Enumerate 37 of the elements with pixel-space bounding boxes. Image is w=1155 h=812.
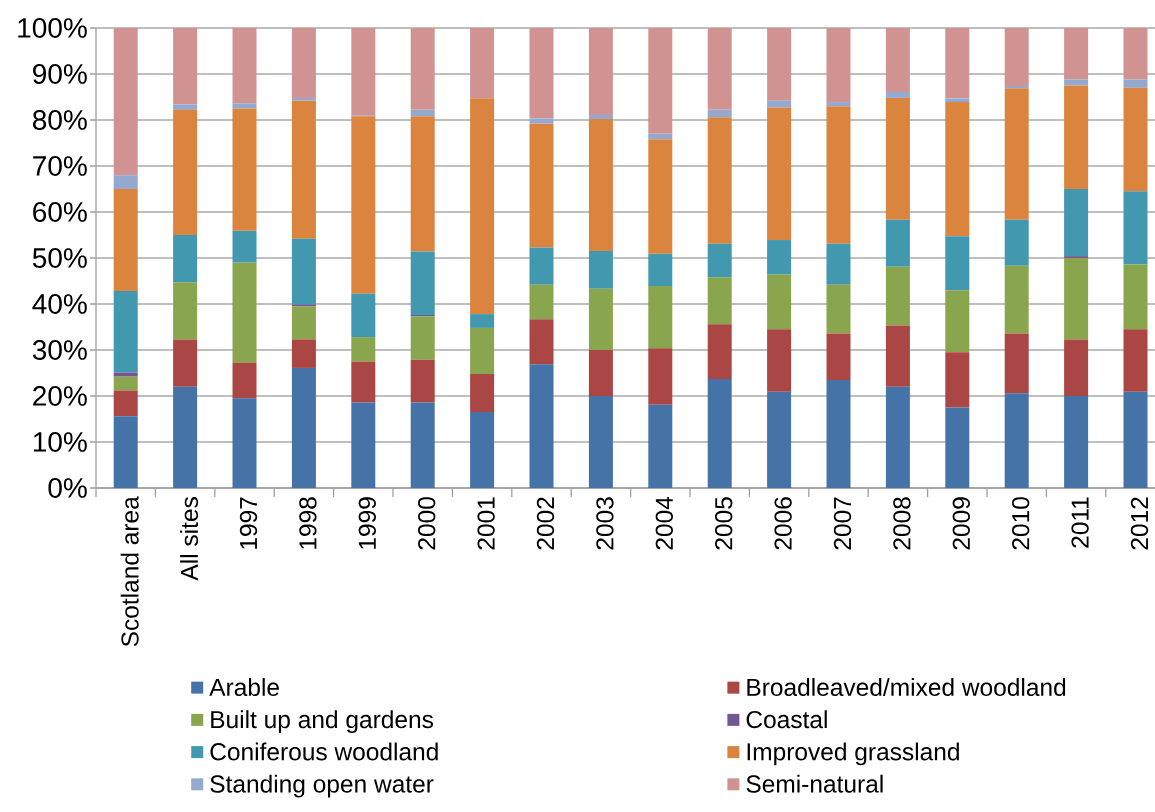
x-tick-label: 2006 (774, 497, 792, 550)
y-tick-label: 40% (32, 294, 87, 314)
x-tick-label: Scotland area (120, 496, 139, 647)
y-tick-label: 30% (32, 340, 87, 360)
x-tick-label: 2007 (833, 497, 852, 550)
legend-label: Arable (209, 678, 279, 696)
y-tick-label: 100% (18, 18, 87, 38)
legend-label: Improved grassland (747, 742, 959, 766)
x-tick-label: 2011 (1071, 497, 1089, 548)
x-tick-label: 1998 (299, 497, 317, 549)
x-tick-label: 2010 (1012, 497, 1030, 550)
legend-label: Semi-natural (746, 774, 883, 793)
x-tick-label: 2004 (655, 496, 673, 550)
x-tick-label: All sites (180, 497, 199, 581)
x-tick-label: 2001 (477, 497, 495, 550)
x-tick-label: 2000 (418, 497, 436, 550)
legend-label: Coastal (746, 710, 827, 729)
y-tick-label: 70% (33, 156, 87, 176)
y-tick-label: 50% (32, 248, 87, 268)
x-tick-label: 2005 (715, 497, 733, 550)
legend-label: Standing open water (210, 774, 434, 798)
y-tick-label: 60% (33, 202, 87, 222)
x-tick-label: 2012 (1130, 497, 1149, 550)
x-tick-label: 1997 (239, 497, 258, 549)
legend-label: Built up and gardens (211, 710, 434, 734)
x-tick-label: 2008 (893, 497, 911, 550)
x-tick-label: 2003 (596, 497, 614, 550)
y-tick-label: 20% (33, 386, 87, 406)
x-tick-label: 1999 (358, 497, 376, 549)
y-tick-label: 80% (32, 110, 87, 130)
legend-label: Broadleaved/mixed woodland (747, 678, 1066, 696)
legend-label: Coniferous woodland (210, 742, 438, 761)
y-tick-label: 0% (48, 478, 87, 498)
y-tick-label: 10% (33, 432, 87, 452)
x-tick-label: 2002 (536, 497, 555, 550)
x-tick-label: 2009 (952, 497, 970, 550)
y-tick-label: 90% (33, 64, 87, 84)
